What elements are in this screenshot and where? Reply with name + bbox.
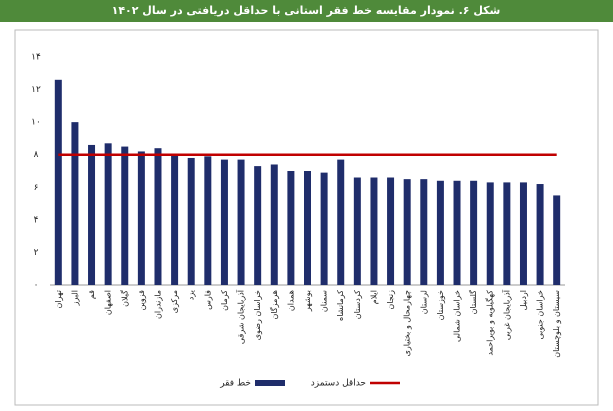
x-tick-label: خوزستان <box>436 290 445 320</box>
x-tick-label: فارس <box>203 290 212 310</box>
x-tick-label: البرز <box>70 290 79 306</box>
x-tick-label: مرکزی <box>170 290 179 313</box>
bar <box>453 180 461 285</box>
x-tick-label: خراسان جنوبی <box>536 290 545 340</box>
x-tick-label: تهران <box>54 290 63 308</box>
bar <box>420 179 428 285</box>
bar <box>370 177 378 285</box>
bar <box>536 184 544 285</box>
bar <box>320 172 328 285</box>
x-tick-label: سمنان <box>320 290 329 312</box>
bar <box>287 171 295 285</box>
bar <box>204 156 212 285</box>
bar <box>519 182 527 285</box>
x-tick-label: آذربایجان شرقی <box>236 289 246 344</box>
y-tick-label: ۱۴ <box>31 53 41 63</box>
x-tick-label: اردبیل <box>519 290 528 310</box>
y-tick-label: ۰ <box>34 281 39 291</box>
bar <box>304 171 311 285</box>
x-tick-label: چهارمحال و بختیاری <box>403 290 412 356</box>
x-tick-label: خراسان رضوی <box>253 290 262 340</box>
bar <box>337 159 345 285</box>
bar <box>470 180 478 285</box>
bar <box>503 182 511 285</box>
bar <box>54 79 62 285</box>
x-tick-label: ایلام <box>369 290 378 304</box>
x-tick-label: کرمان <box>220 290 229 311</box>
x-tick-label: کرمانشاه <box>336 290 345 321</box>
x-tick-label: قزوین <box>137 290 146 311</box>
bar <box>104 143 112 285</box>
bar <box>387 177 395 285</box>
plot-frame <box>14 29 599 406</box>
bar <box>121 146 129 285</box>
bar <box>270 164 278 285</box>
x-tick-label: اصفهان <box>104 290 113 315</box>
x-tick-label: خراسان شمالی <box>453 290 462 342</box>
x-tick-label: مازندران <box>153 290 162 319</box>
bar <box>88 144 96 285</box>
x-tick-label: یزد <box>187 290 196 300</box>
y-tick-label: ۱۰ <box>31 118 41 128</box>
y-tick-label: ۸ <box>34 150 39 160</box>
y-tick-label: ۱۲ <box>31 85 41 95</box>
legend-label: خط فقر <box>219 379 251 389</box>
x-tick-label: بوشهر <box>303 290 312 312</box>
y-tick-label: ۶ <box>34 183 39 193</box>
x-tick-label: کهگیلویه و بویراحمد <box>485 290 495 356</box>
x-tick-label: لرستان <box>419 290 428 314</box>
bar <box>137 151 145 285</box>
y-tick-label: ۲ <box>34 248 39 258</box>
chart-title: شکل ۶. نمودار مقایسه خط فقر استانی با حد… <box>112 4 501 17</box>
x-tick-label: قم <box>87 290 96 299</box>
title-bar <box>0 0 613 22</box>
bar <box>403 179 411 285</box>
bar <box>220 159 228 285</box>
bar <box>353 177 361 285</box>
x-tick-label: آذربایجان غربی <box>501 289 511 340</box>
bar <box>71 122 79 286</box>
bar <box>553 195 561 285</box>
legend-swatch <box>255 380 285 386</box>
x-tick-label: کردستان <box>353 290 362 319</box>
bar <box>171 154 179 285</box>
x-tick-label: زنجان <box>386 290 395 310</box>
bar <box>154 148 162 285</box>
bar <box>237 159 245 285</box>
bar <box>436 180 444 285</box>
bar <box>187 157 195 285</box>
x-tick-label: هرمزگان <box>269 290 279 319</box>
bar <box>486 182 494 285</box>
x-tick-label: گیلان <box>119 290 129 307</box>
bar <box>254 166 262 285</box>
x-tick-label: گلستان <box>468 290 478 315</box>
y-tick-label: ۴ <box>34 215 39 225</box>
x-tick-label: سیستان و بلوچستان <box>552 290 561 358</box>
x-tick-label: همدان <box>286 290 295 311</box>
legend-label: حداقل دستمزد <box>311 379 366 389</box>
